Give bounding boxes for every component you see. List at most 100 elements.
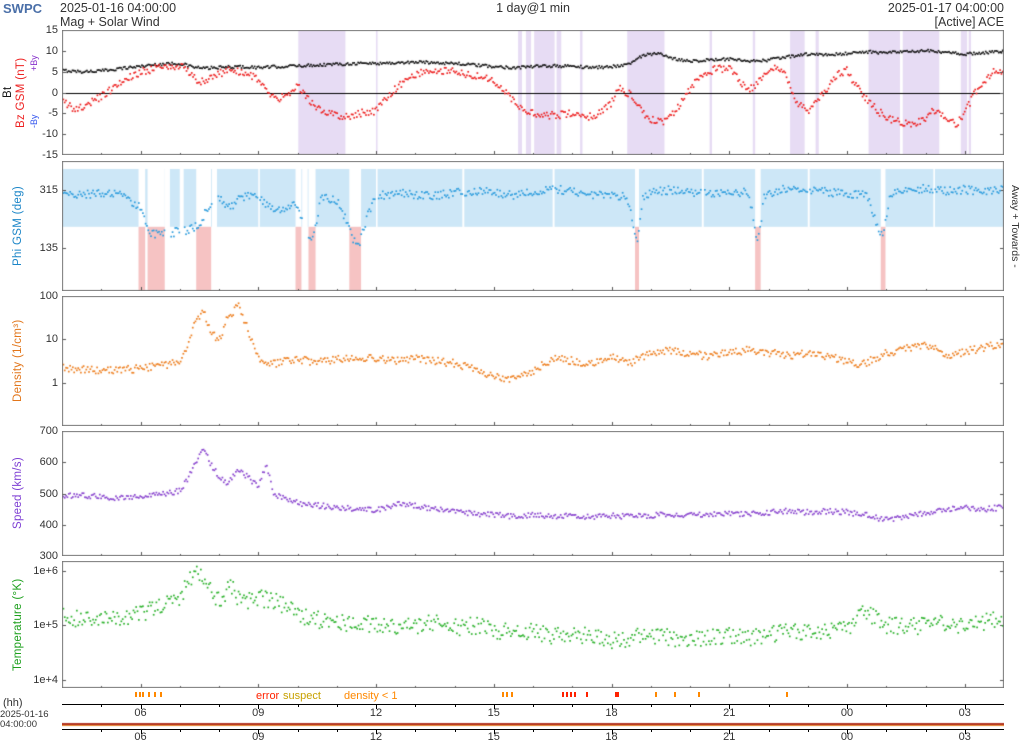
qc-flag-mark xyxy=(697,692,700,697)
qc-flag-mark xyxy=(615,692,618,697)
qc-flag-mark xyxy=(674,692,677,697)
axis-tick xyxy=(376,705,377,709)
speed-panel xyxy=(62,431,1004,556)
qc-flag-mark xyxy=(585,692,588,697)
axis-tick xyxy=(219,705,220,707)
y-tick-label: 500 xyxy=(39,487,58,500)
time-axis-line-1 xyxy=(62,704,1004,705)
plot-end-time: 2025-01-17 04:00:00 xyxy=(887,1,1004,15)
axis-tick xyxy=(336,730,338,732)
axis-tick xyxy=(807,705,809,707)
y-tick-label: -10 xyxy=(42,128,58,141)
y-tick-label: 315 xyxy=(39,183,58,196)
axis-tick xyxy=(690,705,691,707)
hour-tick-label: 06 xyxy=(134,707,147,719)
axis-tick xyxy=(415,705,417,707)
axis-tick xyxy=(768,705,770,707)
qc-flag-mark xyxy=(142,692,145,697)
spacecraft-status: [Active] ACE xyxy=(934,15,1004,29)
qc-flag-mark xyxy=(148,692,151,697)
qc-flag-mark xyxy=(505,692,508,697)
hour-tick-label: 09 xyxy=(252,731,265,741)
axis-tick xyxy=(493,705,495,709)
qc-flag-mark xyxy=(501,692,504,697)
qc-flag-mark xyxy=(160,692,163,697)
legend-error: error xyxy=(256,690,280,702)
y-tick-label: 135 xyxy=(39,241,58,254)
axis-tick xyxy=(886,730,888,732)
axis-tick xyxy=(611,705,613,709)
axis-tick xyxy=(964,705,966,709)
y-tick-label: 0 xyxy=(51,86,58,99)
legend-suspect: suspect xyxy=(283,690,321,702)
hour-tick-label: 03 xyxy=(958,707,971,719)
qc-flag-mark xyxy=(617,692,620,697)
qc-flag-mark xyxy=(566,692,569,697)
axis-tick xyxy=(101,705,103,707)
axis-tick xyxy=(336,705,338,707)
plot-resolution: 1 day@1 min xyxy=(496,1,570,15)
hour-tick-label: 00 xyxy=(840,707,854,719)
axis-tick xyxy=(925,705,927,707)
y-tick-label: 1e+6 xyxy=(33,564,58,577)
axis-tick xyxy=(847,705,848,709)
axis-tick xyxy=(179,705,181,707)
axis-tick xyxy=(533,730,534,732)
hour-tick-label: 21 xyxy=(723,731,736,741)
axis-tick xyxy=(454,730,456,732)
axis-tick xyxy=(493,730,495,734)
y-tick-label: 10 xyxy=(45,333,58,346)
y-tick-label: 300 xyxy=(39,550,58,562)
hour-tick-label: 00 xyxy=(840,731,854,741)
axis-tick xyxy=(611,730,613,734)
qc-flag-mark xyxy=(786,692,789,697)
axis-tick xyxy=(572,705,574,707)
qc-flag-mark xyxy=(574,692,577,697)
qc-flag-mark xyxy=(511,692,514,697)
axis-tick xyxy=(454,705,456,707)
y-tick-label: 100 xyxy=(39,290,58,302)
y-tick-label: 15 xyxy=(45,24,58,36)
axis-tick xyxy=(650,730,652,732)
axis-tick xyxy=(415,730,417,732)
y-tick-label: -15 xyxy=(42,149,58,161)
qc-flag-mark xyxy=(562,692,565,697)
axis-tick xyxy=(219,730,220,732)
axis-tick xyxy=(847,730,848,734)
axis-start-time: 04:00:00 xyxy=(0,719,37,730)
qc-flag-mark xyxy=(654,692,657,697)
axis-tick xyxy=(258,705,260,709)
hour-tick-label: 18 xyxy=(605,707,618,719)
away-towards-label: Away + Towards - xyxy=(1009,184,1021,268)
axis-tick xyxy=(179,730,181,732)
hour-tick-label: 12 xyxy=(369,731,383,741)
legend-density-lt1: density < 1 xyxy=(344,690,398,702)
mag-field-panel xyxy=(62,30,1004,155)
axis-tick xyxy=(964,730,966,734)
qc-flag-mark xyxy=(138,692,141,697)
hour-tick-label: 18 xyxy=(605,731,618,741)
axis-tick xyxy=(140,730,142,734)
phi-axis-label: Phi GSM (deg) xyxy=(12,186,24,266)
hours-unit-label: (hh) xyxy=(3,697,23,709)
hour-tick-label: 09 xyxy=(252,707,265,719)
y-tick-label: 600 xyxy=(39,456,58,469)
axis-tick xyxy=(101,730,103,732)
axis-tick xyxy=(376,730,377,734)
qc-flag-mark xyxy=(154,692,157,697)
hour-tick-label: 15 xyxy=(487,707,500,719)
axis-tick xyxy=(650,705,652,707)
hour-tick-label: 06 xyxy=(134,731,147,741)
axis-tick xyxy=(768,730,770,732)
y-tick-label: 1e+4 xyxy=(33,673,58,686)
axis-tick xyxy=(886,705,888,707)
axis-tick xyxy=(297,730,299,732)
hour-tick-label: 03 xyxy=(958,731,971,741)
axis-tick xyxy=(572,730,574,732)
density-axis-label: Density (1/cm³) xyxy=(12,319,24,403)
y-tick-label: 400 xyxy=(39,518,58,531)
phi-angle-panel xyxy=(62,161,1004,291)
axis-tick xyxy=(925,730,927,732)
bt-axis-label: Bt xyxy=(2,86,14,99)
